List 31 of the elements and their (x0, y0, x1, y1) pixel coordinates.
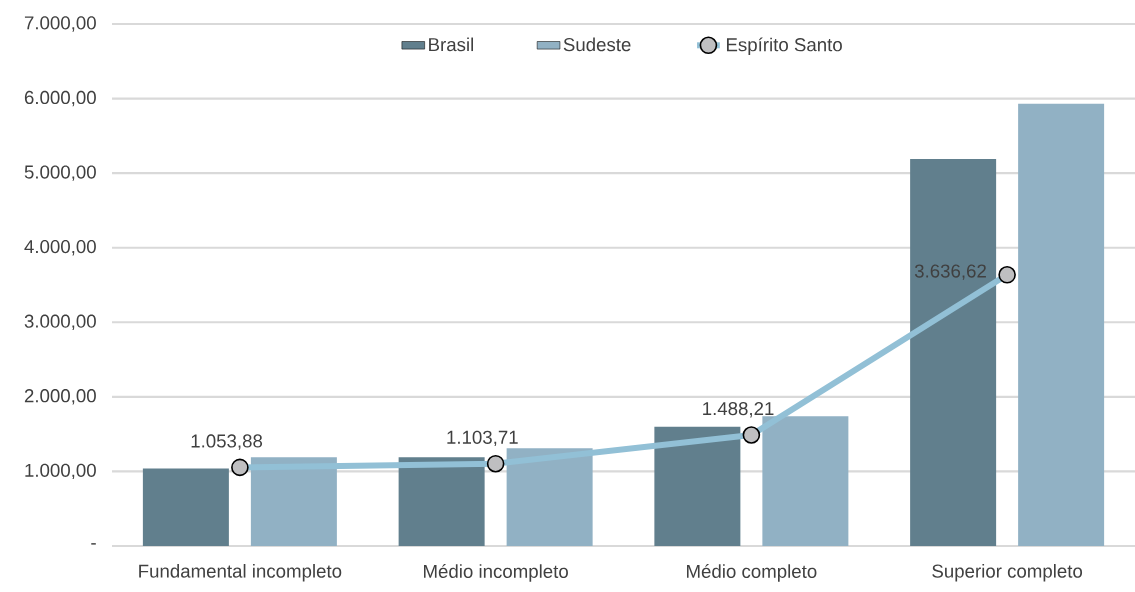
bar (910, 158, 997, 546)
y-tick-label: 6.000,00 (24, 90, 96, 107)
bar (506, 448, 593, 546)
bar (250, 457, 337, 546)
data-label: 1.103,71 (447, 430, 518, 447)
point (998, 266, 1016, 284)
bar (142, 468, 229, 546)
bar (398, 457, 485, 546)
y-tick-label: 3.000,00 (24, 314, 96, 330)
point (231, 458, 249, 477)
y-tick-label: - (91, 543, 96, 545)
y-tick-label: 4.000,00 (24, 239, 96, 256)
legend-label: Brasil (429, 37, 474, 52)
bar (762, 416, 849, 546)
bar (1018, 103, 1105, 546)
data-label: 3.636,62 (914, 264, 986, 280)
x-tick-label: Médio incompleto (424, 564, 568, 582)
y-tick-label: 5.000,00 (24, 165, 96, 181)
data-label: 1.053,88 (191, 434, 263, 450)
legend-label: Espírito Santo (726, 37, 842, 56)
point (742, 426, 761, 444)
x-tick-label: Superior completo (932, 564, 1083, 582)
data-label: 1.488,21 (703, 401, 774, 418)
bar (654, 426, 741, 546)
legend-label: Sudeste (563, 37, 631, 52)
x-tick-label: Fundamental incompleto (139, 564, 342, 582)
x-tick-label: Médio completo (687, 564, 817, 582)
point (486, 454, 505, 473)
y-tick-label: 2.000,00 (24, 389, 96, 405)
y-tick-label: 1.000,00 (25, 463, 96, 480)
y-tick-label: 7.000,00 (24, 16, 96, 32)
